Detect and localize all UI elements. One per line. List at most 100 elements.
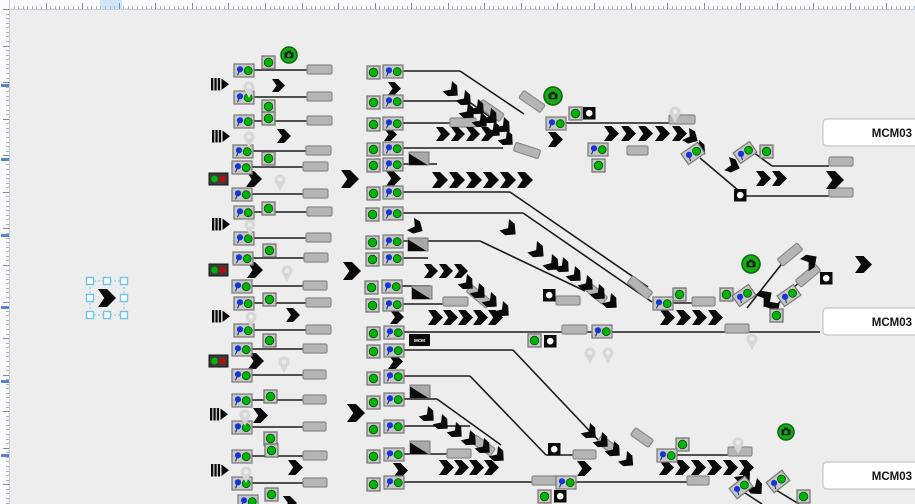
signal-icon[interactable] [765,469,791,494]
route-arrow-icon[interactable] [384,128,397,141]
platform-block[interactable] [828,187,854,198]
route-arrow-icon[interactable] [393,463,408,478]
signal-icon[interactable] [383,369,405,384]
platform-block[interactable] [555,295,581,306]
signal-icon[interactable] [232,144,254,159]
track-indicator-icon[interactable] [364,280,379,295]
platform-block[interactable] [518,90,546,113]
signal-icon[interactable] [231,368,253,383]
track-indicator-icon[interactable] [261,99,276,114]
track-indicator-icon[interactable] [262,333,277,348]
signal-icon[interactable] [233,205,255,220]
selection-handle[interactable] [102,310,112,320]
track-indicator-icon[interactable] [366,158,381,173]
track-indicator-icon[interactable] [675,437,690,452]
signal-icon[interactable] [231,160,253,175]
route-arrow-row[interactable] [458,103,518,150]
track-indicator-icon[interactable] [261,55,276,70]
track-line[interactable] [436,398,502,446]
route-arrow-row[interactable] [424,264,468,278]
signal-icon[interactable] [587,142,609,157]
route-arrow-icon[interactable] [388,354,403,369]
platform-block[interactable] [302,280,328,291]
crossing-box-icon[interactable] [411,285,433,300]
camera-icon[interactable] [741,254,761,274]
platform-block[interactable] [302,188,329,199]
signal-icon[interactable] [383,343,405,358]
track-line[interactable] [479,240,586,292]
platform-block[interactable] [305,297,332,308]
signal-icon[interactable] [231,420,253,435]
platform-block[interactable] [305,232,332,243]
track-indicator-icon[interactable] [264,487,279,502]
signal-icon[interactable] [382,94,404,109]
crossing-box-icon[interactable] [409,384,431,399]
track-indicator-icon[interactable] [261,151,276,166]
platform-block[interactable] [627,275,653,300]
camera-icon[interactable] [543,86,563,106]
track-indicator-icon[interactable] [261,111,276,126]
marker-icon[interactable] [583,107,596,120]
track-indicator-icon[interactable] [591,158,606,173]
route-arrow-icon[interactable] [542,254,563,275]
route-arrow-icon[interactable] [577,461,592,476]
track-indicator-icon[interactable] [796,489,811,504]
track-line[interactable] [522,212,653,303]
signal-icon[interactable] [382,251,404,266]
stop-signal-icon[interactable] [208,354,229,368]
route-arrow-icon[interactable] [246,171,262,187]
platform-block[interactable] [302,369,327,380]
route-arrow-icon[interactable] [272,79,285,92]
signal-icon[interactable] [731,283,757,308]
track-indicator-icon[interactable] [366,449,381,464]
selected-shape[interactable] [85,276,129,320]
platform-block[interactable] [305,145,332,156]
platform-block[interactable] [724,323,750,334]
mcm-label[interactable]: MCM03 [822,307,915,336]
crossing-box-icon[interactable] [408,151,430,166]
crossing-box-icon[interactable] [409,440,431,455]
track-indicator-icon[interactable] [366,395,381,410]
buffer-stop-icon[interactable] [212,218,230,231]
signal-icon[interactable] [382,157,404,172]
signal-icon[interactable] [383,392,405,407]
platform-block[interactable] [828,156,854,167]
track-indicator-icon[interactable] [672,287,687,302]
platform-block[interactable] [302,343,328,354]
track-indicator-icon[interactable] [264,443,279,458]
signal-icon[interactable] [383,419,405,434]
track-indicator-icon[interactable] [366,65,381,80]
route-arrow-icon[interactable] [724,157,742,175]
track-indicator-icon[interactable] [527,333,542,348]
platform-block[interactable] [302,394,327,405]
platform-block[interactable] [630,427,654,448]
signal-icon[interactable] [728,475,754,500]
track-indicator-icon[interactable] [366,142,381,157]
buffer-stop-icon[interactable] [211,464,229,477]
platform-block[interactable] [626,145,649,156]
track-indicator-icon[interactable] [365,298,380,313]
signal-icon[interactable] [381,279,403,294]
signal-icon[interactable] [382,185,404,200]
track-indicator-icon[interactable] [366,371,381,386]
stop-signal-icon[interactable] [208,263,229,277]
route-arrow-icon[interactable] [745,478,767,499]
track-indicator-icon[interactable] [263,431,278,446]
route-arrow-row[interactable] [439,460,499,475]
route-arrow-row[interactable] [553,257,622,313]
platform-block[interactable] [561,324,588,335]
signal-icon[interactable] [383,475,405,490]
route-arrow-icon[interactable] [247,262,263,278]
track-indicator-icon[interactable] [719,287,734,302]
signal-icon[interactable] [231,476,253,491]
signal-icon[interactable] [233,231,255,246]
platform-block[interactable] [795,263,821,288]
platform-block[interactable] [303,252,329,263]
route-arrow-icon[interactable] [388,82,401,95]
platform-block[interactable] [306,115,333,126]
route-arrow-icon[interactable] [288,460,303,475]
route-arrow-icon[interactable] [386,171,401,186]
signal-icon[interactable] [591,324,613,339]
route-arrow-row[interactable] [428,310,503,325]
